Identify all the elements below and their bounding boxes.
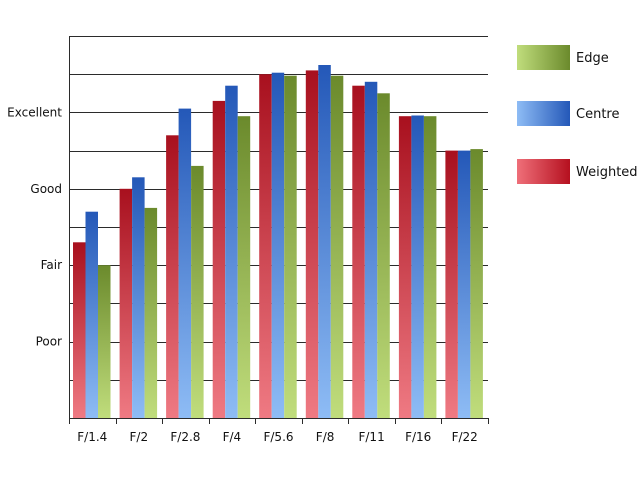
bar-centre-F/8: [318, 65, 331, 418]
y-tick-label: Good: [30, 182, 62, 196]
legend-swatch: [517, 159, 570, 184]
bar-weighted-F/4: [212, 100, 226, 419]
legend-label: Centre: [576, 107, 619, 122]
bar-edge-F/2.8: [191, 165, 204, 418]
bars: [73, 65, 483, 419]
x-tick-label: F/2: [130, 430, 149, 444]
bar-centre-F/2.8: [178, 108, 192, 418]
x-tick-label: F/2.8: [170, 430, 200, 444]
bar-edge-F/4: [237, 116, 251, 418]
bar-edge-F/11: [377, 93, 390, 419]
tick-labels: F/1.4 F/2 F/2.8 F/4 F/5.6 F/8 F/11 F/16 F/22 Poor…: [7, 105, 478, 444]
legend-item-edge: Edge: [517, 45, 609, 70]
x-tick-label: F/8: [316, 430, 335, 444]
bar-weighted-F/5.6: [259, 74, 272, 418]
bar-edge-F/5.6: [284, 75, 297, 418]
axes: [69, 36, 489, 424]
bar-weighted-F/1.4: [73, 242, 86, 418]
bar-weighted-F/16: [398, 116, 412, 418]
bar-weighted-F/2: [119, 188, 133, 418]
bar-edge-F/22: [470, 149, 483, 418]
bar-centre-F/1.4: [85, 211, 98, 418]
legend-label: Edge: [576, 51, 609, 66]
bar-centre-F/2: [132, 177, 145, 418]
bar-edge-F/1.4: [98, 265, 111, 418]
y-tick-label: Excellent: [7, 105, 62, 119]
x-tick-label: F/16: [405, 430, 431, 444]
x-tick-label: F/1.4: [77, 430, 107, 444]
bar-centre-F/5.6: [271, 72, 285, 418]
x-tick-label: F/11: [358, 430, 384, 444]
bar-edge-F/16: [423, 116, 437, 418]
legend-swatch: [517, 101, 570, 126]
legend: Edge Centre Weighted: [517, 45, 638, 184]
legend-item-centre: Centre: [517, 101, 619, 126]
y-tick-label: Poor: [36, 335, 62, 349]
bar-centre-F/11: [364, 81, 378, 419]
legend-label: Weighted: [576, 165, 638, 180]
y-tick-label: Fair: [41, 258, 62, 272]
bar-weighted-F/2.8: [166, 135, 179, 419]
x-tick-label: F/5.6: [263, 430, 293, 444]
bar-centre-F/4: [225, 85, 238, 418]
legend-item-weighted: Weighted: [517, 159, 638, 184]
x-tick-label: F/22: [452, 430, 478, 444]
bar-weighted-F/11: [352, 85, 365, 418]
bar-edge-F/8: [330, 75, 344, 418]
bar-weighted-F/22: [445, 150, 458, 418]
bar-centre-F/22: [457, 150, 471, 418]
legend-swatch: [517, 45, 570, 70]
x-tick-label: F/4: [223, 430, 242, 444]
bar-centre-F/16: [411, 115, 424, 418]
bar-weighted-F/8: [305, 70, 319, 419]
bar-edge-F/2: [144, 207, 158, 418]
